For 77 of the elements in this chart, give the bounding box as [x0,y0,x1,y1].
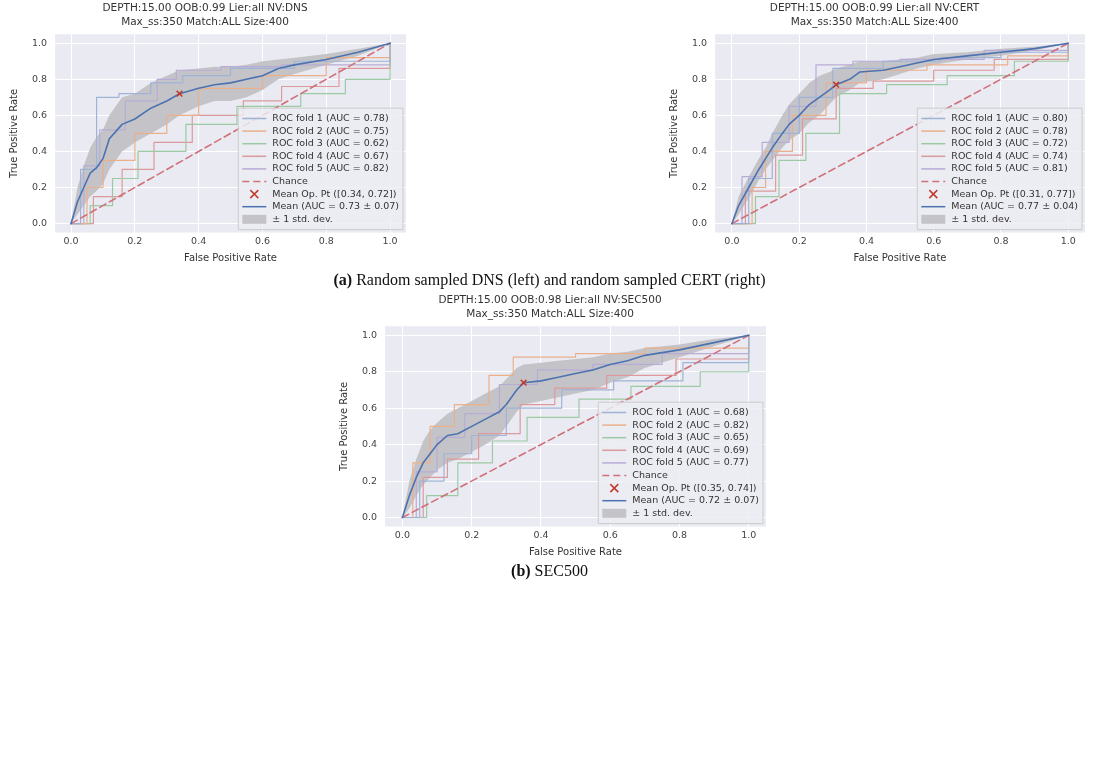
x-tick-label: 0.4 [858,234,874,246]
y-tick-label: 1.0 [692,36,708,48]
chart-title: DEPTH:15.00 OOB:0.98 Lier:all NV:SEC500 [438,293,662,306]
legend-label: ROC fold 1 (AUC = 0.68) [632,405,749,417]
y-tick-label: 0.0 [32,217,48,229]
x-axis-title: False Positive Rate [853,251,947,263]
y-tick-label: 0.4 [362,438,378,450]
x-axis-title: False Positive Rate [529,545,623,557]
legend-label: ± 1 std. dev. [951,212,1012,224]
legend-label: ROC fold 5 (AUC = 0.81) [951,162,1068,174]
legend-label: Chance [951,174,988,186]
y-tick-label: 0.6 [692,108,708,120]
legend-label: ROC fold 2 (AUC = 0.78) [951,124,1068,136]
legend-label: ROC fold 4 (AUC = 0.74) [951,149,1068,161]
chart-subtitle: Max_ss:350 Match:ALL Size:400 [790,14,959,28]
x-tick-label: 1.0 [382,234,398,246]
y-tick-label: 0.2 [32,180,48,192]
y-tick-label: 0.6 [362,401,378,413]
y-tick-label: 1.0 [362,328,378,340]
y-axis-title: True Positive Rate [667,88,679,179]
y-tick-label: 0.2 [362,474,378,486]
legend-label: ROC fold 2 (AUC = 0.75) [272,124,389,136]
text: (b) SEC500 [510,562,589,580]
legend-label: Mean Op. Pt ([0.31, 0.77]) [951,187,1076,199]
x-tick-label: 0.8 [318,234,334,246]
text: (a) Random sampled DNS (left) and random sampled CERT (right) [332,271,767,289]
y-tick-label: 0.8 [692,72,708,84]
legend-label: ROC fold 3 (AUC = 0.65) [632,431,749,443]
legend-label: Chance [272,174,309,186]
x-tick-label: 0.0 [724,234,740,246]
x-tick-label: 1.0 [1060,234,1076,246]
y-tick-label: 0.8 [362,365,378,377]
x-tick-label: 0.2 [791,234,807,246]
y-tick-label: 0.6 [32,108,48,120]
legend-label: ± 1 std. dev. [272,212,333,224]
legend-label: ROC fold 2 (AUC = 0.82) [632,418,749,430]
chart-subtitle: Max_ss:350 Match:ALL Size:400 [121,14,289,28]
chart-title: DEPTH:15.00 OOB:0.99 Lier:all NV:CERT [769,1,980,14]
legend-label: ROC fold 5 (AUC = 0.82) [272,162,389,174]
legend-label: ROC fold 3 (AUC = 0.72) [951,137,1068,149]
legend-label: ROC fold 5 (AUC = 0.77) [632,456,749,468]
x-tick-label: 0.8 [993,234,1009,246]
chart-title: DEPTH:15.00 OOB:0.99 Lier:all NV:DNS [102,1,308,14]
y-axis-title: True Positive Rate [337,381,349,472]
x-tick-label: 0.2 [464,528,480,540]
y-tick-label: 0.4 [692,144,708,156]
chart-subtitle: Max_ss:350 Match:ALL Size:400 [466,306,634,320]
legend-label: Chance [632,468,669,480]
x-tick-label: 0.6 [926,234,942,246]
legend-label: Mean (AUC = 0.73 ± 0.07) [272,200,400,212]
legend-label: ROC fold 4 (AUC = 0.67) [272,149,389,161]
x-tick-label: 0.8 [671,528,687,540]
y-tick-label: 1.0 [32,36,48,48]
legend-label: Mean (AUC = 0.77 ± 0.04) [951,200,1079,212]
x-tick-label: 0.0 [63,234,79,246]
legend-label: ROC fold 4 (AUC = 0.69) [632,443,749,455]
x-tick-label: 0.4 [533,528,549,540]
y-tick-label: 0.4 [32,144,48,156]
x-tick-label: 1.0 [741,528,757,540]
y-tick-label: 0.2 [692,180,708,192]
legend-label: Mean Op. Pt ([0.34, 0.72]) [272,187,397,199]
y-axis-title: True Positive Rate [7,88,19,179]
x-tick-label: 0.2 [127,234,143,246]
legend-label: ROC fold 1 (AUC = 0.80) [951,111,1068,123]
x-tick-label: 0.6 [602,528,618,540]
legend-label: ± 1 std. dev. [632,506,693,518]
x-tick-label: 0.0 [394,528,410,540]
x-axis-title: False Positive Rate [184,251,278,263]
legend-label: ROC fold 3 (AUC = 0.62) [272,137,389,149]
y-tick-label: 0.0 [362,510,378,522]
x-tick-label: 0.6 [254,234,271,246]
y-tick-label: 0.0 [692,217,708,229]
legend-label: Mean Op. Pt ([0.35, 0.74]) [632,481,757,493]
legend-label: ROC fold 1 (AUC = 0.78) [272,111,389,123]
x-tick-label: 0.4 [191,234,207,246]
y-tick-label: 0.8 [32,72,48,84]
legend-label: Mean (AUC = 0.72 ± 0.07) [632,494,760,506]
